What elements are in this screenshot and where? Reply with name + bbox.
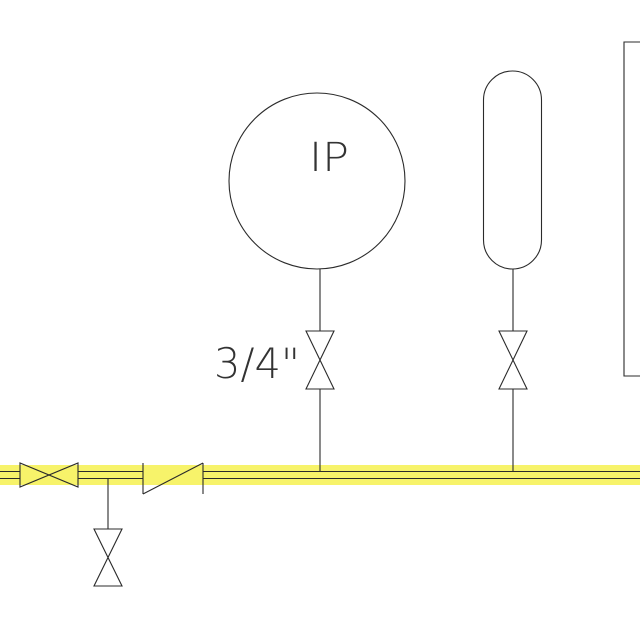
gate-valve-icon: [19, 462, 79, 488]
main-line-highlight: [0, 465, 640, 485]
drain-valve-icon: [93, 528, 123, 587]
check-valve-icon: [142, 462, 204, 495]
pipe-size-label: 3/4": [214, 339, 300, 388]
vessel-icon: [482, 70, 543, 270]
vessel-branch: [482, 70, 543, 471]
gauge-valve-icon: [305, 330, 335, 390]
gauge-label: IP: [309, 135, 349, 181]
vessel-valve-icon: [498, 330, 528, 390]
pressure-gauge-icon: [228, 92, 406, 270]
main-pipe: [0, 470, 640, 480]
gauge-branch: IP 3/4": [214, 92, 406, 471]
equipment-box: [623, 41, 640, 377]
drain-branch: [93, 478, 123, 587]
